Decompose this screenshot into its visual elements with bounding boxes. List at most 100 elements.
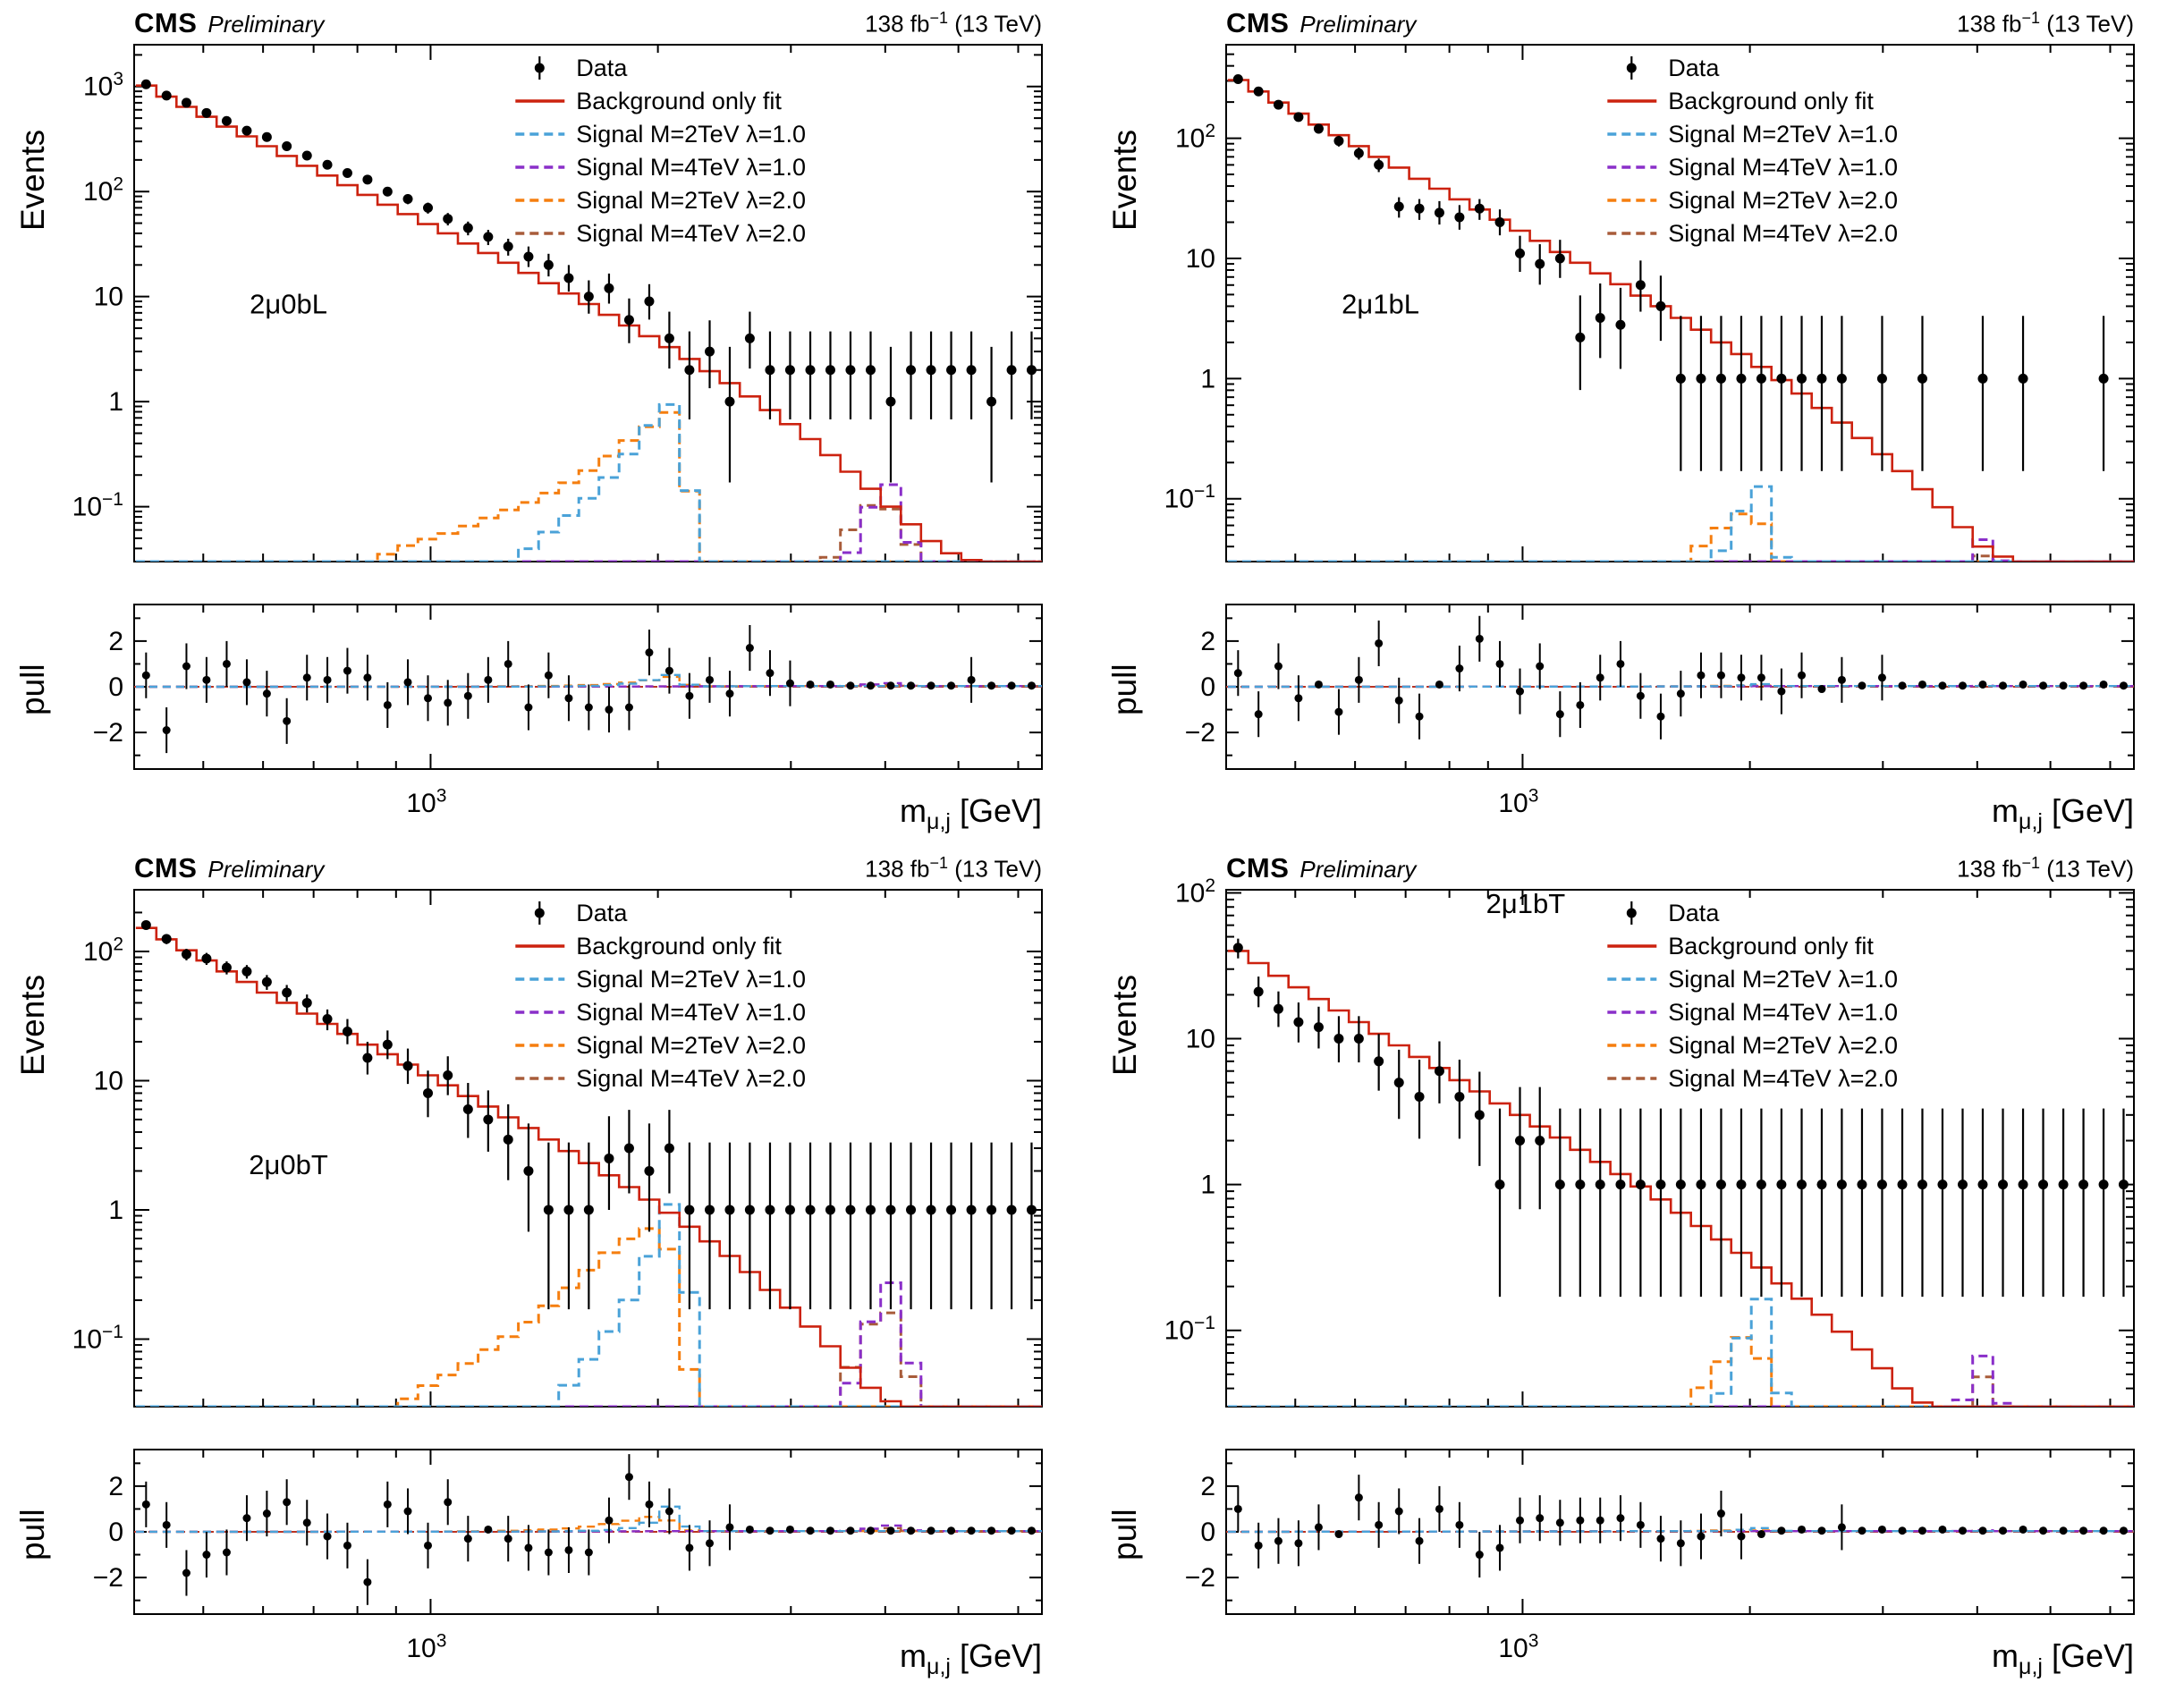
background-fit-line — [1227, 950, 2134, 1407]
svg-text:Signal M=4TeV λ=2.0: Signal M=4TeV λ=2.0 — [1668, 1065, 1898, 1092]
pull-axis-title: pull — [14, 664, 51, 715]
cms-title: CMS Preliminary — [1226, 7, 1416, 39]
pull-signal-curves — [1227, 682, 2134, 689]
region-label: 2μ0bT — [249, 1149, 328, 1180]
svg-text:Background only fit: Background only fit — [1668, 933, 1874, 960]
svg-text:Signal M=4TeV λ=1.0: Signal M=4TeV λ=1.0 — [1668, 999, 1898, 1026]
svg-text:10−1: 10−1 — [72, 489, 123, 522]
signal-curves — [1227, 485, 2134, 562]
pull-axis-title: pull — [1106, 664, 1143, 715]
y-axis-title: Events — [1106, 974, 1143, 1076]
svg-text:10: 10 — [94, 1066, 123, 1095]
panel-2mu0bT: CMS Preliminary 138 fb−1 (13 TeV) Events … — [0, 845, 1092, 1690]
cms-label: CMS — [1226, 7, 1290, 38]
pull-axis-title: pull — [14, 1509, 51, 1560]
main-plot-svg: 10−1 1 10 102 Data Background only fit Signal … — [1164, 875, 2135, 1408]
main-plot-svg: 10−1 1 10 102 Data Background only fit Signal … — [72, 889, 1043, 1408]
pull-plot-svg: −2 0 2 103 — [1185, 604, 2135, 818]
svg-text:2: 2 — [1200, 627, 1215, 656]
svg-text:0: 0 — [1200, 1518, 1215, 1547]
x-axis-title: mμ,j [GeV] — [1992, 1637, 2134, 1680]
pull-frame: −2 0 2 103 — [93, 1449, 1043, 1663]
signal-s2l2 — [1227, 512, 2134, 562]
pull-plot-svg: −2 0 2 103 — [93, 1449, 1043, 1663]
x-axis-title: mμ,j [GeV] — [1992, 792, 2134, 835]
svg-text:102: 102 — [83, 934, 123, 967]
panel-2mu0bL: CMS Preliminary 138 fb−1 (13 TeV) Events … — [0, 0, 1092, 845]
main-plot-svg: 10−1 1 10 102 Data Background only fit Signal … — [1164, 44, 2135, 562]
signal-s2l2 — [135, 410, 1042, 562]
lumi-label: 138 fb−1 (13 TeV) — [865, 9, 1042, 38]
panel-header: CMS Preliminary 138 fb−1 (13 TeV) — [1226, 852, 2134, 884]
svg-text:Background only fit: Background only fit — [576, 933, 782, 960]
cms-title: CMS Preliminary — [1226, 852, 1416, 884]
svg-text:Data: Data — [1668, 55, 1720, 81]
main-plot-svg: 10−1 1 10 102 103 Data Background only fit Sign… — [72, 44, 1043, 562]
svg-text:0: 0 — [108, 1518, 123, 1547]
svg-text:1: 1 — [108, 1196, 123, 1225]
svg-text:103: 103 — [406, 785, 446, 818]
svg-text:Signal M=4TeV λ=1.0: Signal M=4TeV λ=1.0 — [576, 999, 806, 1026]
signal-s4l1 — [1227, 538, 2134, 562]
pull-points — [141, 625, 1036, 754]
svg-text:Signal M=2TeV λ=1.0: Signal M=2TeV λ=1.0 — [576, 966, 806, 993]
lumi-label: 138 fb−1 (13 TeV) — [865, 854, 1042, 883]
svg-text:0: 0 — [108, 672, 123, 702]
svg-text:10: 10 — [1186, 244, 1215, 274]
region-label: 2μ1bL — [1342, 289, 1419, 320]
svg-text:10−1: 10−1 — [1164, 481, 1215, 514]
signal-s4l2 — [1227, 1375, 2134, 1407]
svg-text:0: 0 — [1200, 672, 1215, 702]
panel-2mu1bL: CMS Preliminary 138 fb−1 (13 TeV) Events … — [1092, 0, 2184, 845]
pull-points — [141, 1454, 1036, 1605]
svg-text:103: 103 — [83, 69, 123, 102]
svg-text:Signal M=4TeV λ=2.0: Signal M=4TeV λ=2.0 — [576, 1065, 806, 1092]
svg-text:10: 10 — [94, 283, 123, 312]
y-axis-title: Events — [14, 974, 51, 1076]
signal-s4l1 — [1227, 1354, 2134, 1407]
panel-2mu1bT: CMS Preliminary 138 fb−1 (13 TeV) Events … — [1092, 845, 2184, 1690]
svg-text:Signal M=2TeV λ=2.0: Signal M=2TeV λ=2.0 — [1668, 1032, 1898, 1059]
svg-text:−2: −2 — [1185, 1563, 1215, 1593]
y-axis-title: Events — [1106, 129, 1143, 231]
svg-text:102: 102 — [1175, 121, 1215, 154]
svg-text:1: 1 — [1200, 364, 1215, 393]
svg-text:−2: −2 — [93, 1563, 123, 1593]
svg-text:Signal M=2TeV λ=1.0: Signal M=2TeV λ=1.0 — [576, 121, 806, 148]
signal-s4l2 — [135, 1311, 1042, 1407]
preliminary-label: Preliminary — [1299, 856, 1417, 883]
legend: Data Background only fit Signal M=2TeV λ=1… — [515, 55, 806, 247]
pull-axis-title: pull — [1106, 1509, 1143, 1560]
preliminary-label: Preliminary — [1299, 11, 1417, 38]
signal-s2l1 — [1227, 1298, 2134, 1407]
preliminary-label: Preliminary — [207, 11, 325, 38]
pull-frame: −2 0 2 103 — [1185, 604, 2135, 818]
x-axis-title: mμ,j [GeV] — [900, 1637, 1042, 1680]
svg-text:102: 102 — [1175, 875, 1215, 909]
lumi-label: 138 fb−1 (13 TeV) — [1957, 854, 2134, 883]
data-points — [140, 79, 1037, 483]
lumi-label: 138 fb−1 (13 TeV) — [1957, 9, 2134, 38]
cms-title: CMS Preliminary — [134, 852, 324, 884]
signal-curves — [1227, 1298, 2134, 1407]
svg-text:Background only fit: Background only fit — [576, 88, 782, 114]
signal-s2l2 — [1227, 1336, 2134, 1407]
svg-text:2: 2 — [1200, 1472, 1215, 1501]
legend: Data Background only fit Signal M=2TeV λ=1… — [1607, 55, 1898, 247]
pull-plot-svg: −2 0 2 103 — [1185, 1449, 2135, 1663]
svg-text:Signal M=4TeV λ=2.0: Signal M=4TeV λ=2.0 — [576, 220, 806, 247]
pull-plot-svg: −2 0 2 103 — [93, 604, 1043, 818]
pull-frame: −2 0 2 103 — [1185, 1449, 2135, 1663]
svg-text:Signal M=2TeV λ=2.0: Signal M=2TeV λ=2.0 — [576, 187, 806, 214]
svg-text:Data: Data — [1668, 900, 1720, 926]
svg-text:Signal M=4TeV λ=1.0: Signal M=4TeV λ=1.0 — [576, 154, 806, 181]
svg-text:2: 2 — [108, 627, 123, 656]
region-label: 2μ0bL — [250, 289, 327, 320]
y-axis-title: Events — [14, 129, 51, 231]
svg-text:Data: Data — [576, 55, 628, 81]
legend: Data Background only fit Signal M=2TeV λ=1… — [515, 900, 806, 1092]
svg-text:1: 1 — [1200, 1171, 1215, 1200]
panel-header: CMS Preliminary 138 fb−1 (13 TeV) — [134, 7, 1042, 39]
region-label: 2μ1bT — [1486, 888, 1566, 919]
